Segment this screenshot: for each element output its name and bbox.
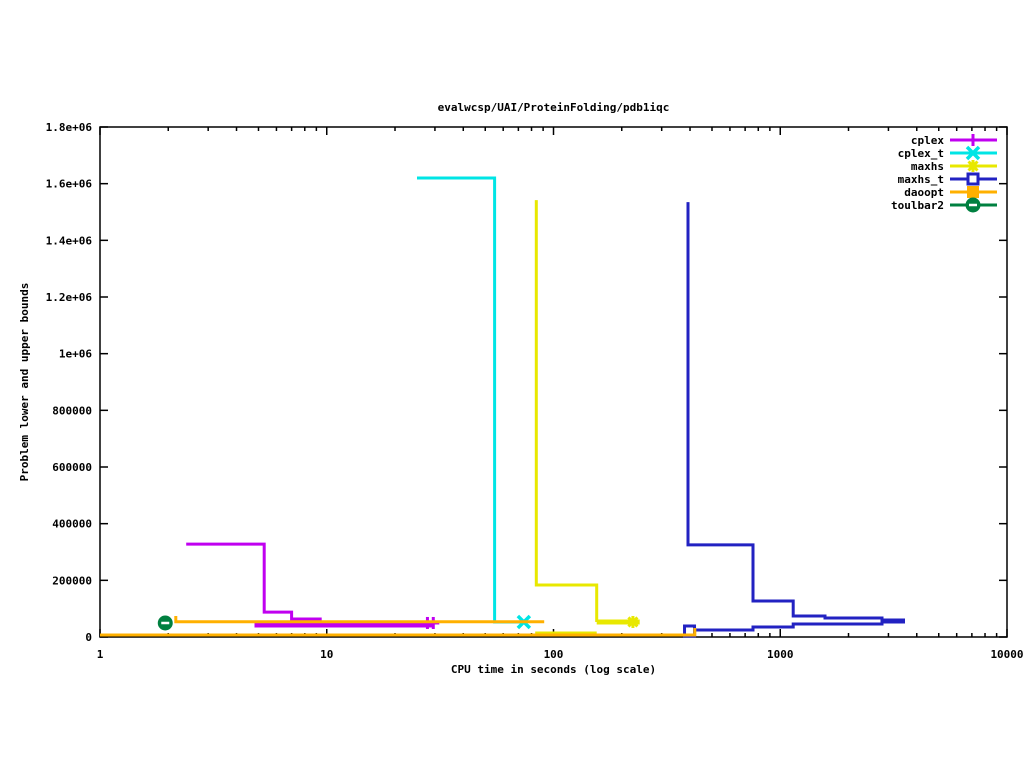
y-tick-label: 400000 (52, 518, 92, 531)
series-toulbar2 (157, 615, 173, 631)
legend-label: maxhs (911, 160, 944, 173)
legend-label: maxhs_t (898, 173, 944, 186)
legend-item-maxhs_t: maxhs_t (898, 172, 997, 186)
series-maxhs_t-line (686, 202, 884, 621)
y-tick-label: 800000 (52, 404, 92, 417)
y-tick-label: 1.4e+06 (46, 234, 93, 247)
y-tick-label: 600000 (52, 461, 92, 474)
legend-item-toulbar2: toulbar2 (891, 197, 997, 213)
y-axis-title: Problem lower and upper bounds (18, 283, 31, 482)
star-marker (967, 160, 979, 172)
chart-title: evalwcsp/UAI/ProteinFolding/pdb1iqc (438, 101, 670, 114)
y-tick-label: 0 (85, 631, 92, 644)
square-open-marker (966, 172, 980, 186)
legend-label: toulbar2 (891, 199, 944, 212)
x-tick-label: 100 (544, 648, 564, 661)
x-tick-label: 1 (97, 648, 104, 661)
series-maxhs_t-line (689, 621, 884, 632)
series-daoopt-line (100, 628, 697, 637)
circle-dash-marker (157, 615, 173, 631)
legend-item-daoopt: daoopt (904, 186, 997, 199)
series-maxhs (534, 200, 640, 635)
y-tick-label: 1.8e+06 (46, 121, 93, 134)
series-daoopt (100, 616, 697, 637)
legend-label: cplex_t (898, 147, 944, 160)
legend-label: cplex (911, 134, 944, 147)
y-tick-label: 1.2e+06 (46, 291, 93, 304)
x-tick-label: 10 (320, 648, 333, 661)
legend-item-maxhs: maxhs (911, 160, 997, 173)
series-cplex-line (186, 542, 322, 621)
star-marker (626, 615, 639, 628)
y-tick-label: 200000 (52, 574, 92, 587)
axes: 1 10 100 1000 10000 CPU time in seconds (log … (18, 121, 1024, 676)
x-tick-label: 1000 (767, 648, 794, 661)
x-marker (965, 145, 981, 161)
legend-item-cplex: cplex (911, 134, 997, 147)
square-filled-marker (967, 186, 979, 198)
circle-dash-marker (965, 197, 981, 213)
legend-label: daoopt (904, 186, 944, 199)
series-daoopt-line (174, 616, 545, 624)
x-tick-label: 10000 (990, 648, 1023, 661)
legend-item-cplex_t: cplex_t (898, 145, 997, 161)
y-tick-label: 1e+06 (59, 348, 92, 361)
y-axis: 0 200000 400000 600000 800000 1e+06 1.2e+06 1.4… (18, 121, 1007, 644)
plus-marker (967, 134, 979, 146)
y-tick-label: 1.6e+06 (46, 178, 93, 191)
x-axis-title: CPU time in seconds (log scale) (451, 663, 656, 676)
series-maxhs-line (534, 200, 599, 622)
